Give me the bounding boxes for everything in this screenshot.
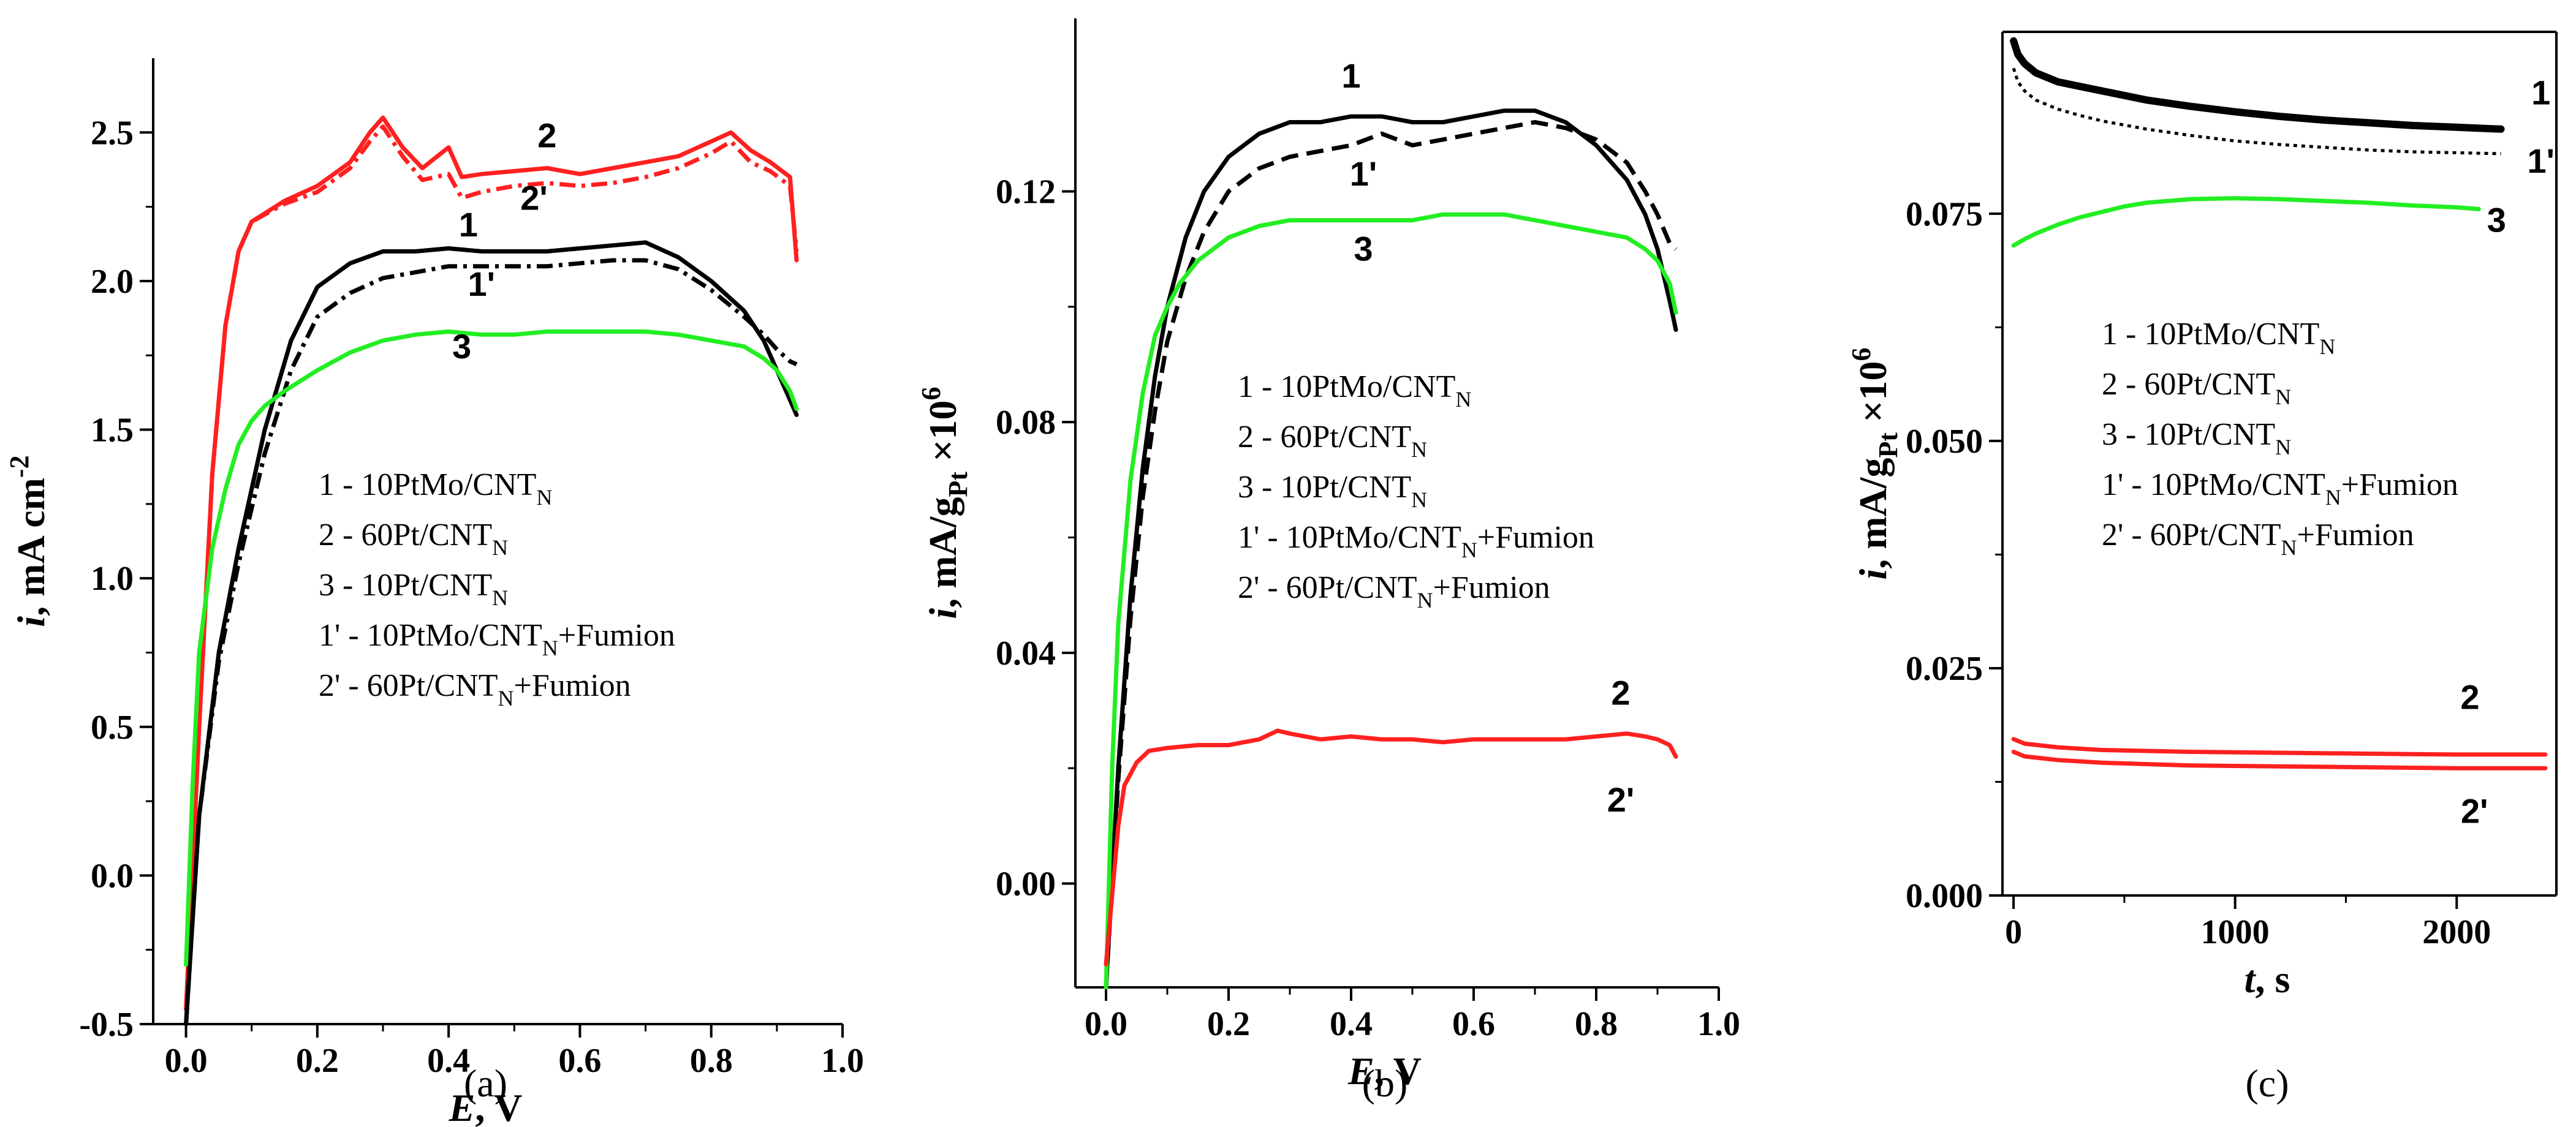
legend-entry: 3 - 10Pt/CNTN [2102, 417, 2291, 459]
y-tick-label: 0.050 [1906, 423, 1983, 461]
x-tick-label: 0.8 [1575, 1005, 1618, 1043]
y-tick-label: 1.0 [91, 560, 134, 598]
legend-entry: 2' - 60Pt/CNTN+Fumion [1238, 570, 1550, 612]
legend-entry: 1 - 10PtMo/CNTN [319, 467, 552, 510]
curve-label: 1 [459, 205, 478, 244]
x-tick-label: 0.0 [165, 1042, 208, 1080]
x-tick-label: 0.2 [1207, 1005, 1250, 1043]
y-axis-label: i, mA/gPt ×106 [1846, 347, 1903, 579]
y-tick-label: 2.0 [91, 263, 134, 301]
y-tick-label: 0.12 [996, 173, 1056, 211]
curve-label: 1' [1350, 154, 1377, 193]
x-axis-label: E, V [1347, 1049, 1422, 1093]
curve-label: 1 [1341, 56, 1360, 95]
x-tick-label: 0.4 [427, 1042, 470, 1080]
legend-entry: 3 - 10Pt/CNTN [1238, 470, 1427, 512]
series-line-1-prime [2012, 67, 2501, 156]
series-line-2 [1104, 728, 1678, 967]
y-axis-label: i, mA/gPt ×106 [916, 386, 973, 619]
y-tick-label: 0.0 [91, 857, 134, 895]
series-line-3 [184, 329, 799, 967]
x-tick-label: 0 [2005, 913, 2022, 951]
legend-entry: 1' - 10PtMo/CNTN+Fumion [2102, 467, 2458, 510]
series-line-3 [1104, 212, 1678, 990]
curve-label: 3 [452, 327, 471, 366]
y-tick-label: 0.025 [1906, 650, 1983, 688]
panel-label: (a) [464, 1061, 507, 1105]
y-tick-label: 1.5 [91, 412, 134, 450]
series-line-1-prime [1104, 120, 1678, 988]
legend-entry: 3 - 10Pt/CNTN [319, 568, 508, 610]
y-tick-label: 0.075 [1906, 195, 1983, 233]
y-axis-label: i, mA cm-2 [4, 455, 53, 627]
x-tick-label: 1000 [2201, 913, 2270, 951]
panel-b: 0.0 0.2 0.4 0.6 0.8 1.0 0.00 0.04 0.08 0.12 1 1' 3 2 2… [916, 18, 1740, 1105]
x-tick-label: 2000 [2422, 913, 2491, 951]
y-tick-label: -0.5 [79, 1006, 134, 1044]
x-tick-label: 0.6 [558, 1042, 601, 1080]
x-tick-label: 0.4 [1330, 1005, 1373, 1043]
panel-c: 0 1000 2000 0.000 0.025 0.050 0.075 1 1' 3 2 2' 1 - … [1846, 31, 2558, 1105]
x-tick-label: 1.0 [1697, 1005, 1740, 1043]
curve-label: 1' [2527, 141, 2554, 180]
y-tick-label: 0.08 [996, 404, 1056, 442]
curve-label: 2' [2461, 791, 2488, 830]
y-tick-label: 0.00 [996, 865, 1056, 903]
y-tick-label: 0.5 [91, 709, 134, 747]
y-tick-label: 0.04 [996, 635, 1056, 673]
panel-a: 0.0 0.2 0.4 0.6 0.8 1.0 -0.5 0.0 0.5 1.0 1.5 2.0 2.5… [4, 58, 864, 1127]
legend-entry: 1 - 10PtMo/CNTN [1238, 369, 1471, 412]
series-line-2-prime [2011, 750, 2548, 771]
x-tick-label: 1.0 [821, 1042, 864, 1080]
y-tick-label: 2.5 [91, 114, 134, 152]
legend-entry: 2 - 60Pt/CNTN [1238, 420, 1427, 462]
curve-label: 2 [1611, 674, 1630, 712]
y-tick-label: 0.000 [1906, 877, 1983, 915]
curve-label: 2 [2460, 678, 2479, 717]
panel-label: (c) [2245, 1061, 2289, 1105]
legend-entry: 1 - 10PtMo/CNTN [2102, 317, 2335, 359]
x-axis-label: t, s [2245, 957, 2290, 1001]
x-tick-label: 0.6 [1452, 1005, 1495, 1043]
curve-label: 2' [520, 178, 547, 217]
curve-label: 2 [537, 116, 556, 155]
x-tick-label: 0.2 [296, 1042, 339, 1080]
x-axis-label: E, V [449, 1086, 523, 1127]
series-line-1 [2010, 37, 2505, 133]
legend-entry: 1' - 10PtMo/CNTN+Fumion [1238, 520, 1594, 562]
curve-label: 2' [1607, 780, 1634, 819]
series-line-2 [2011, 737, 2548, 757]
panel-label: (b) [1362, 1061, 1408, 1105]
legend-entry: 1' - 10PtMo/CNTN+Fumion [319, 618, 675, 660]
curve-label: 1' [468, 265, 494, 303]
curve-label: 3 [2487, 201, 2506, 239]
series-line-1 [184, 240, 799, 1027]
curve-label: 1 [2531, 74, 2550, 112]
legend-entry: 2' - 60Pt/CNTN+Fumion [319, 668, 631, 710]
series-line-1 [1104, 108, 1678, 990]
curve-label: 3 [1354, 230, 1373, 268]
x-tick-label: 0.8 [690, 1042, 733, 1080]
legend-entry: 2' - 60Pt/CNTN+Fumion [2102, 518, 2414, 560]
series-line-2-prime [184, 124, 799, 1009]
legend-entry: 2 - 60Pt/CNTN [319, 518, 508, 560]
x-tick-label: 0.0 [1085, 1005, 1127, 1043]
legend-entry: 2 - 60Pt/CNTN [2102, 367, 2291, 409]
series-line-1-prime [184, 258, 798, 1025]
series-line-3 [2011, 196, 2481, 248]
